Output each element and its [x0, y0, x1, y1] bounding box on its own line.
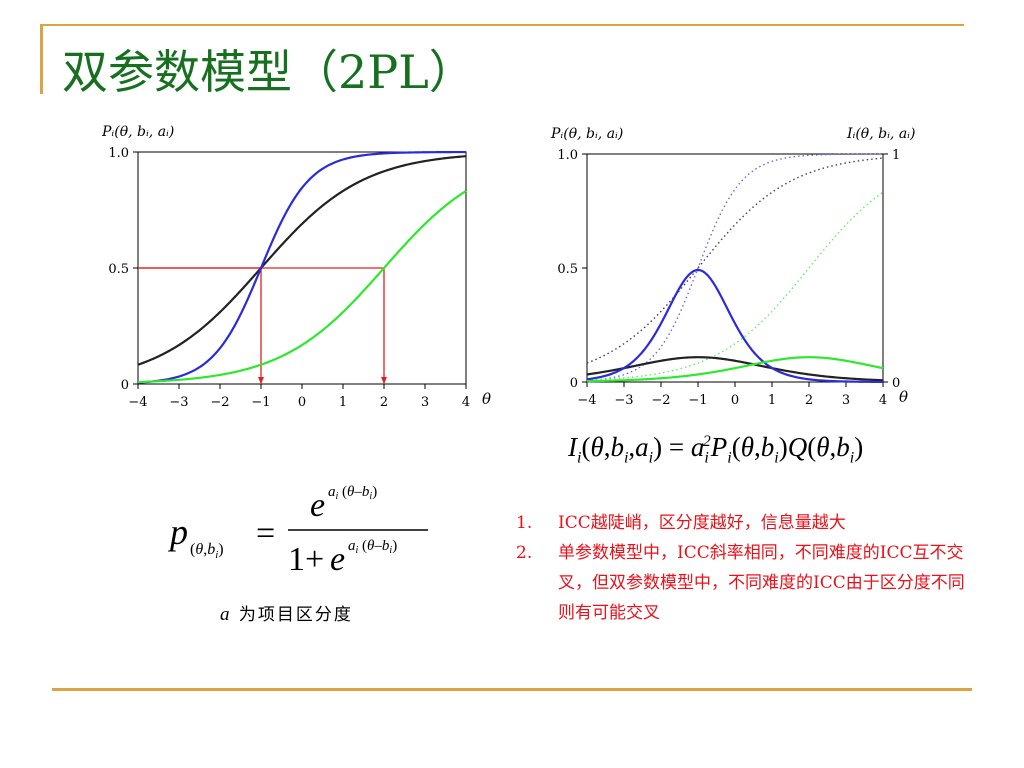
- bottom-rule: [52, 688, 972, 691]
- y2-axis-label: Iᵢ(θ, bᵢ, aᵢ): [846, 126, 915, 142]
- plot-frame: [586, 153, 884, 383]
- svg-text:e: e: [330, 541, 345, 578]
- x-tick-label: 3: [842, 393, 850, 408]
- guide-arrow: [381, 377, 387, 384]
- y-tick-label: 0: [570, 376, 578, 391]
- svg-text:ai (θ–bi): ai (θ–bi): [348, 538, 397, 556]
- x-tick-label: 0: [298, 395, 306, 410]
- icc-curve: [137, 155, 467, 366]
- info-curve: [586, 356, 884, 382]
- x-tick-label: −2: [651, 393, 670, 408]
- y2-tick-label: 0: [892, 376, 900, 391]
- icc-curve: [586, 191, 884, 381]
- svg-text:e: e: [310, 487, 325, 524]
- x-tick-label: 1: [768, 393, 776, 408]
- x-tick-label: −4: [128, 395, 147, 410]
- x-tick-label: −2: [210, 395, 229, 410]
- svg-text:=: =: [256, 515, 275, 552]
- svg-text:ai (θ–bi): ai (θ–bi): [328, 484, 377, 502]
- point-number: 1.: [516, 513, 533, 533]
- x-tick-label: −3: [169, 395, 188, 410]
- x-tick-label: 1: [339, 395, 347, 410]
- x-tick-label: 4: [879, 393, 887, 408]
- x-axis-label: θ: [482, 390, 491, 408]
- x-tick-label: 4: [462, 395, 470, 410]
- info-curve: [586, 268, 884, 384]
- y-tick-label: 1.0: [557, 148, 578, 163]
- x-tick-label: 0: [731, 393, 739, 408]
- y-axis-label: Pᵢ(θ, bᵢ, aᵢ): [550, 126, 623, 142]
- slide-title: 双参数模型（2PL）: [62, 45, 475, 99]
- point-item: 1. ICC越陡峭，区分度越好，信息量越大: [516, 508, 976, 538]
- left-rule: [40, 24, 43, 94]
- svg-text:(θ,bi): (θ,bi): [190, 541, 224, 561]
- x-tick-label: −1: [688, 393, 707, 408]
- svg-text:1+: 1+: [288, 541, 324, 578]
- info-curve: [586, 356, 884, 383]
- note-text: 为项目区分度: [238, 605, 353, 625]
- point-text: 单参数模型中，ICC斜率相同，不同难度的ICC互不交叉，但双参数模型中，不同难度…: [558, 543, 965, 623]
- icc-chart: −4 −3 −2 −1 0 1 2 3 4 0 0.5 1.0 Pᵢ(θ, bᵢ, aᵢ) θ: [101, 124, 491, 410]
- x-tick-label: −4: [577, 393, 596, 408]
- svg-text:p: p: [167, 512, 188, 552]
- icc-curve: [137, 150, 466, 384]
- x-tick-label: 2: [380, 395, 388, 410]
- point-number: 2.: [516, 543, 533, 563]
- key-points: 1. ICC越陡峭，区分度越好，信息量越大 2. 单参数模型中，ICC斜率相同，…: [516, 508, 976, 628]
- y-tick-label: 1.0: [108, 146, 129, 161]
- guide-arrow: [258, 377, 264, 384]
- icc-curve: [586, 157, 884, 364]
- icc-curve: [586, 153, 883, 382]
- y-tick-label: 0.5: [108, 262, 129, 277]
- discrimination-note: a 为项目区分度: [220, 600, 353, 626]
- note-variable: a: [220, 604, 232, 625]
- x-tick-label: −1: [251, 395, 270, 410]
- y-axis-label: Pᵢ(θ, bᵢ, aᵢ): [101, 124, 174, 140]
- x-tick-label: 3: [421, 395, 429, 410]
- icc-curve: [137, 190, 467, 384]
- y-tick-label: 0.5: [557, 262, 578, 277]
- point-text: ICC越陡峭，区分度越好，信息量越大: [558, 513, 846, 533]
- x-tick-label: 2: [805, 393, 813, 408]
- information-formula: Ii(θ,bi,ai) = ai2Pi(θ,bi)Q(θ,bi): [568, 432, 864, 467]
- point-item: 2. 单参数模型中，ICC斜率相同，不同难度的ICC互不交叉，但双参数模型中，不…: [516, 538, 976, 628]
- x-tick-label: −3: [614, 393, 633, 408]
- y-tick-label: 0: [121, 378, 129, 393]
- info-chart: −4 −3 −2 −1 0 1 2 3 400.51.0Pᵢ(θ, bᵢ, aᵢ)θ01Iᵢ(θ…: [550, 126, 915, 408]
- top-rule: [40, 24, 964, 26]
- y2-tick-label: 1: [892, 148, 900, 163]
- x-axis-label: θ: [899, 388, 908, 406]
